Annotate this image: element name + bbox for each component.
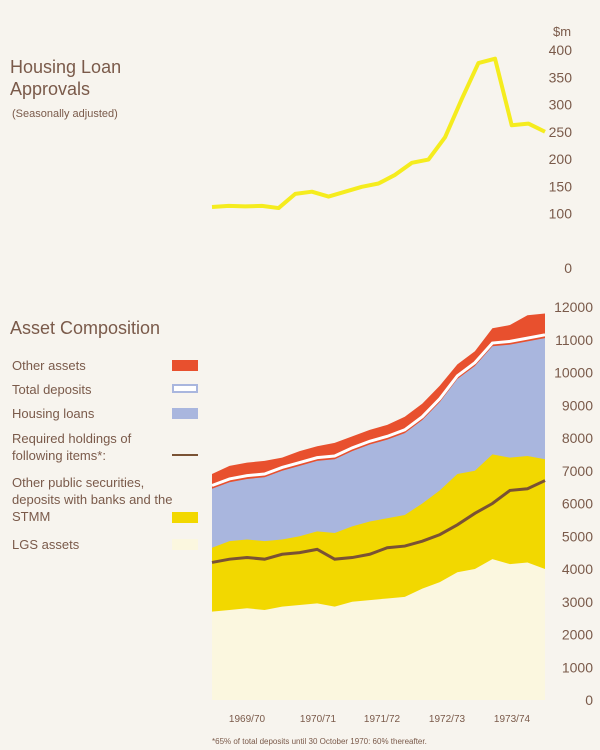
- top-y-unit-label: $m: [553, 24, 571, 39]
- x-tick-label: 1971/72: [364, 714, 401, 725]
- housing-loan-title: Housing Loan Approvals: [10, 57, 122, 99]
- top-y-tick-label: 0: [564, 260, 572, 276]
- top-y-tick-label: 350: [549, 69, 573, 85]
- top-y-tick-label: 400: [549, 42, 573, 58]
- footnote: *65% of total deposits until 30 October …: [212, 737, 427, 746]
- top-y-tick-label: 250: [549, 124, 573, 140]
- bottom-y-tick-label: 2000: [562, 627, 593, 643]
- asset-composition-title: Asset Composition: [10, 318, 161, 338]
- bottom-y-tick-label: 7000: [562, 463, 593, 479]
- bottom-y-tick-label: 3000: [562, 594, 593, 610]
- legend-swatch-total-deposits: [172, 384, 198, 393]
- total-deposits-line: [211, 333, 546, 487]
- top-y-tick-label: 150: [549, 178, 573, 194]
- bottom-y-tick-label: 4000: [562, 561, 593, 577]
- bottom-y-tick-label: 12000: [554, 299, 593, 315]
- bottom-y-tick-label: 6000: [562, 496, 593, 512]
- legend-label-other-public-securities: Other public securities, deposits with b…: [12, 475, 173, 524]
- x-tick-label: 1970/71: [300, 714, 337, 725]
- bottom-y-tick-label: 10000: [554, 365, 593, 381]
- asset-composition-areas: [212, 313, 545, 700]
- top-y-tick-label: 200: [549, 151, 573, 167]
- legend-swatch-housing-loans: [172, 408, 198, 419]
- lgs-assets-area: [212, 559, 545, 700]
- legend-swatch-lgs-assets: [172, 539, 198, 550]
- bottom-y-tick-label: 5000: [562, 528, 593, 544]
- legend-swatch-required-holdings: [172, 454, 198, 456]
- legend-swatch-other-public-securities: [172, 512, 198, 523]
- legend-label-total-deposits: Total deposits: [12, 382, 92, 397]
- bottom-y-tick-label: 8000: [562, 430, 593, 446]
- asset-composition-lines: [211, 333, 546, 564]
- legend-label-lgs-assets: LGS assets: [12, 537, 80, 552]
- bottom-y-tick-label: 11000: [555, 332, 593, 348]
- x-axis: 1969/70 1970/71 1971/72 1972/73 1973/74: [229, 714, 531, 725]
- housing-loan-series-line: [211, 56, 546, 211]
- top-y-tick-label: 100: [549, 206, 573, 222]
- bottom-y-tick-label: 1000: [562, 659, 593, 675]
- x-tick-label: 1972/73: [429, 714, 466, 725]
- housing-loan-lines: [211, 56, 546, 211]
- bottom-y-tick-label: 9000: [562, 397, 593, 413]
- legend-swatch-other-assets: [172, 360, 198, 371]
- x-tick-label: 1969/70: [229, 714, 266, 725]
- housing-loan-subtitle: (Seasonally adjusted): [12, 108, 118, 120]
- housing-loan-y-axis: 0 100 150 200 250 300 350 400 $m: [549, 24, 573, 276]
- asset-composition-y-axis: 0 1000 2000 3000 4000 5000 6000 7000 8000 9000 100…: [554, 299, 593, 708]
- legend-label-required-holdings: Required holdings of following items*:: [12, 431, 132, 463]
- x-tick-label: 1973/74: [494, 714, 531, 725]
- bottom-y-tick-label: 0: [585, 692, 593, 708]
- required-holdings-line: [211, 479, 546, 564]
- top-y-tick-label: 300: [549, 97, 573, 113]
- legend-label-housing-loans: Housing loans: [12, 406, 95, 421]
- legend-label-other-assets: Other assets: [12, 358, 86, 373]
